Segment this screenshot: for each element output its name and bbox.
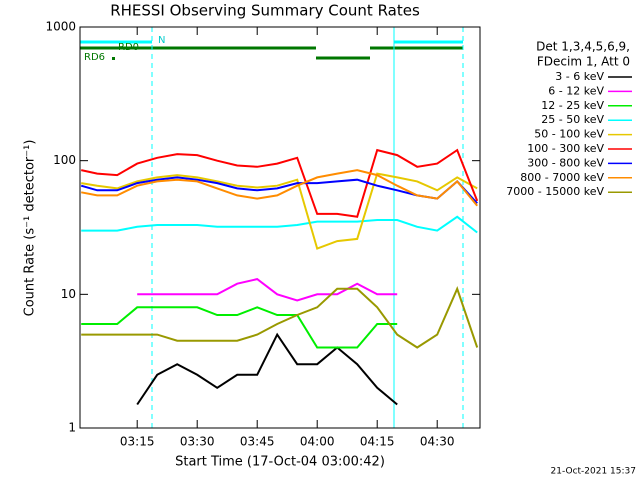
annotation: RD0 [118, 42, 139, 53]
y-tick-label: 100 [53, 153, 76, 167]
series-line [81, 169, 478, 207]
x-axis-label: Start Time (17-Oct-04 03:00:42) [175, 455, 385, 470]
legend-label: 3 - 6 keV [555, 70, 604, 83]
x-tick-label: 04:00 [300, 435, 335, 449]
y-tick-label: 1 [68, 421, 76, 435]
legend-label: 100 - 300 keV [527, 142, 604, 155]
annotation: N [158, 35, 165, 46]
series-line [80, 148, 479, 218]
series-line [81, 172, 478, 250]
annotation: RD6 [84, 52, 105, 63]
chart-title: RHESSI Observing Summary Count Rates [110, 2, 420, 20]
y-tick-label: 1000 [45, 20, 76, 34]
x-tick-label: 03:30 [180, 435, 215, 449]
legend-title: FDecim 1, Att 0 [537, 55, 630, 69]
x-tick-label: 04:30 [420, 435, 455, 449]
series-line [80, 176, 478, 204]
legend-title: Det 1,3,4,5,6,9, [536, 40, 630, 54]
x-tick-label: 03:45 [240, 435, 275, 449]
series-line [137, 278, 398, 302]
plot-frame [79, 26, 481, 429]
legend-label: 6 - 12 keV [548, 84, 604, 97]
legend-label: 300 - 800 keV [527, 156, 604, 169]
legend-label: 12 - 25 keV [541, 99, 604, 112]
y-tick-label: 10 [61, 287, 76, 301]
x-tick-label: 03:15 [120, 435, 155, 449]
legend-label: 25 - 50 keV [541, 113, 604, 126]
series-line [136, 332, 398, 406]
x-tick-label: 04:15 [360, 435, 395, 449]
legend-label: 50 - 100 keV [534, 128, 604, 141]
timestamp: 21-Oct-2021 15:37 [551, 467, 636, 477]
series-line [81, 306, 398, 349]
legend-label: 7000 - 15000 keV [506, 185, 604, 198]
series-line [81, 286, 479, 349]
y-axis-label: Count Rate (s⁻¹ detector⁻¹) [23, 140, 38, 317]
series-line [81, 215, 478, 234]
legend-label: 800 - 7000 keV [520, 171, 604, 184]
